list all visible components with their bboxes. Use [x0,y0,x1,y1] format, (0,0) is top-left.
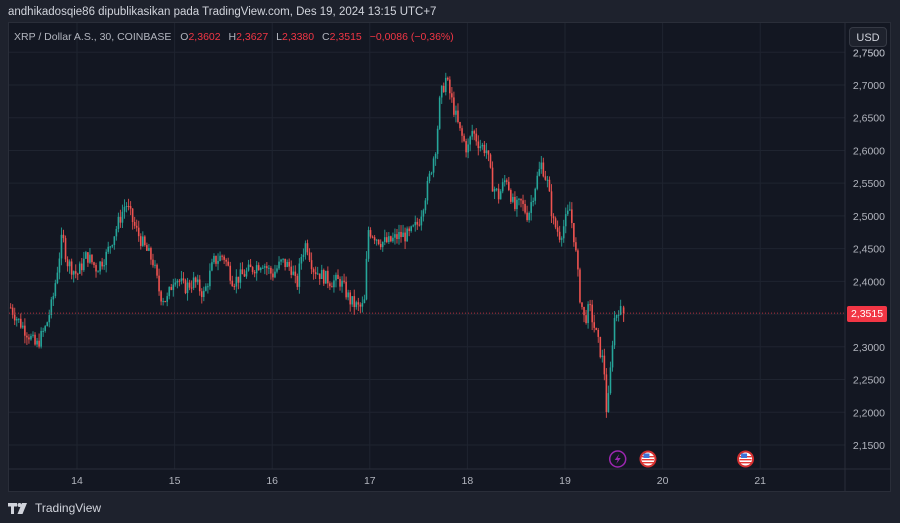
price-tick-label: 2,7500 [853,47,885,59]
us-flag-canton [643,453,650,458]
price-tick-label: 2,7500 [853,47,885,59]
open-label: O [180,31,189,43]
time-tick-label: 18 [462,475,474,487]
tradingview-logo[interactable]: TradingView [8,500,101,516]
lightning-bolt-icon [614,454,621,464]
open-value: 2,3602 [188,31,221,43]
time-tick-label: 17 [364,475,376,487]
low-value: 2,3380 [282,31,315,43]
time-tick-label: 16 [266,475,278,487]
price-tick-label: 2,3000 [853,342,885,354]
price-tick-label: 2,2500 [853,375,885,387]
tradingview-brand: TradingView [35,501,102,515]
close-value: 2,3515 [329,31,362,43]
high-label: H [228,31,237,43]
us-flag-stripe [641,459,654,461]
price-tick-label: 2,2000 [853,407,885,419]
currency-button[interactable]: USD [849,27,887,47]
time-tick-label: 15 [169,475,181,487]
close-label: C [322,31,330,43]
time-tick-label: 14 [71,475,83,487]
tradingview-logo-icon [8,502,27,514]
chart-frame[interactable] [8,22,891,492]
high-value: 2,3627 [236,31,269,43]
price-tick-label: 2,5000 [853,211,885,223]
price-tick-label: 2,4000 [853,276,885,288]
publisher-line: andhikadosqie86 dipublikasikan pada Trad… [8,6,437,18]
candles [9,72,622,418]
price-tick-label: 2,6000 [853,145,885,157]
price-tick-label: 2,7000 [853,80,885,92]
us-flag-stripe [739,462,752,464]
time-tick-label: 19 [559,475,571,487]
price-tick-label: 2,1500 [853,440,885,452]
time-tick-label: 21 [754,475,766,487]
last-price-label: 2,3515 [847,306,887,322]
change-value: −0,0086 (−0,36%) [369,31,454,43]
us-flag-canton [741,453,748,458]
symbol-title[interactable]: XRP / Dollar A.S., 30, COINBASE [14,31,172,43]
symbol-legend: XRP / Dollar A.S., 30, COINBASE O2,3602 … [14,30,459,44]
price-tick-label: 2,6500 [853,113,885,125]
time-tick-label: 20 [657,475,669,487]
price-tick-label: 2,4500 [853,244,885,256]
us-flag-stripe [641,462,654,464]
low-label: L [276,31,282,43]
us-flag-stripe [739,459,752,461]
last-candle-body [622,307,625,314]
price-tick-label: 2,5500 [853,178,885,190]
